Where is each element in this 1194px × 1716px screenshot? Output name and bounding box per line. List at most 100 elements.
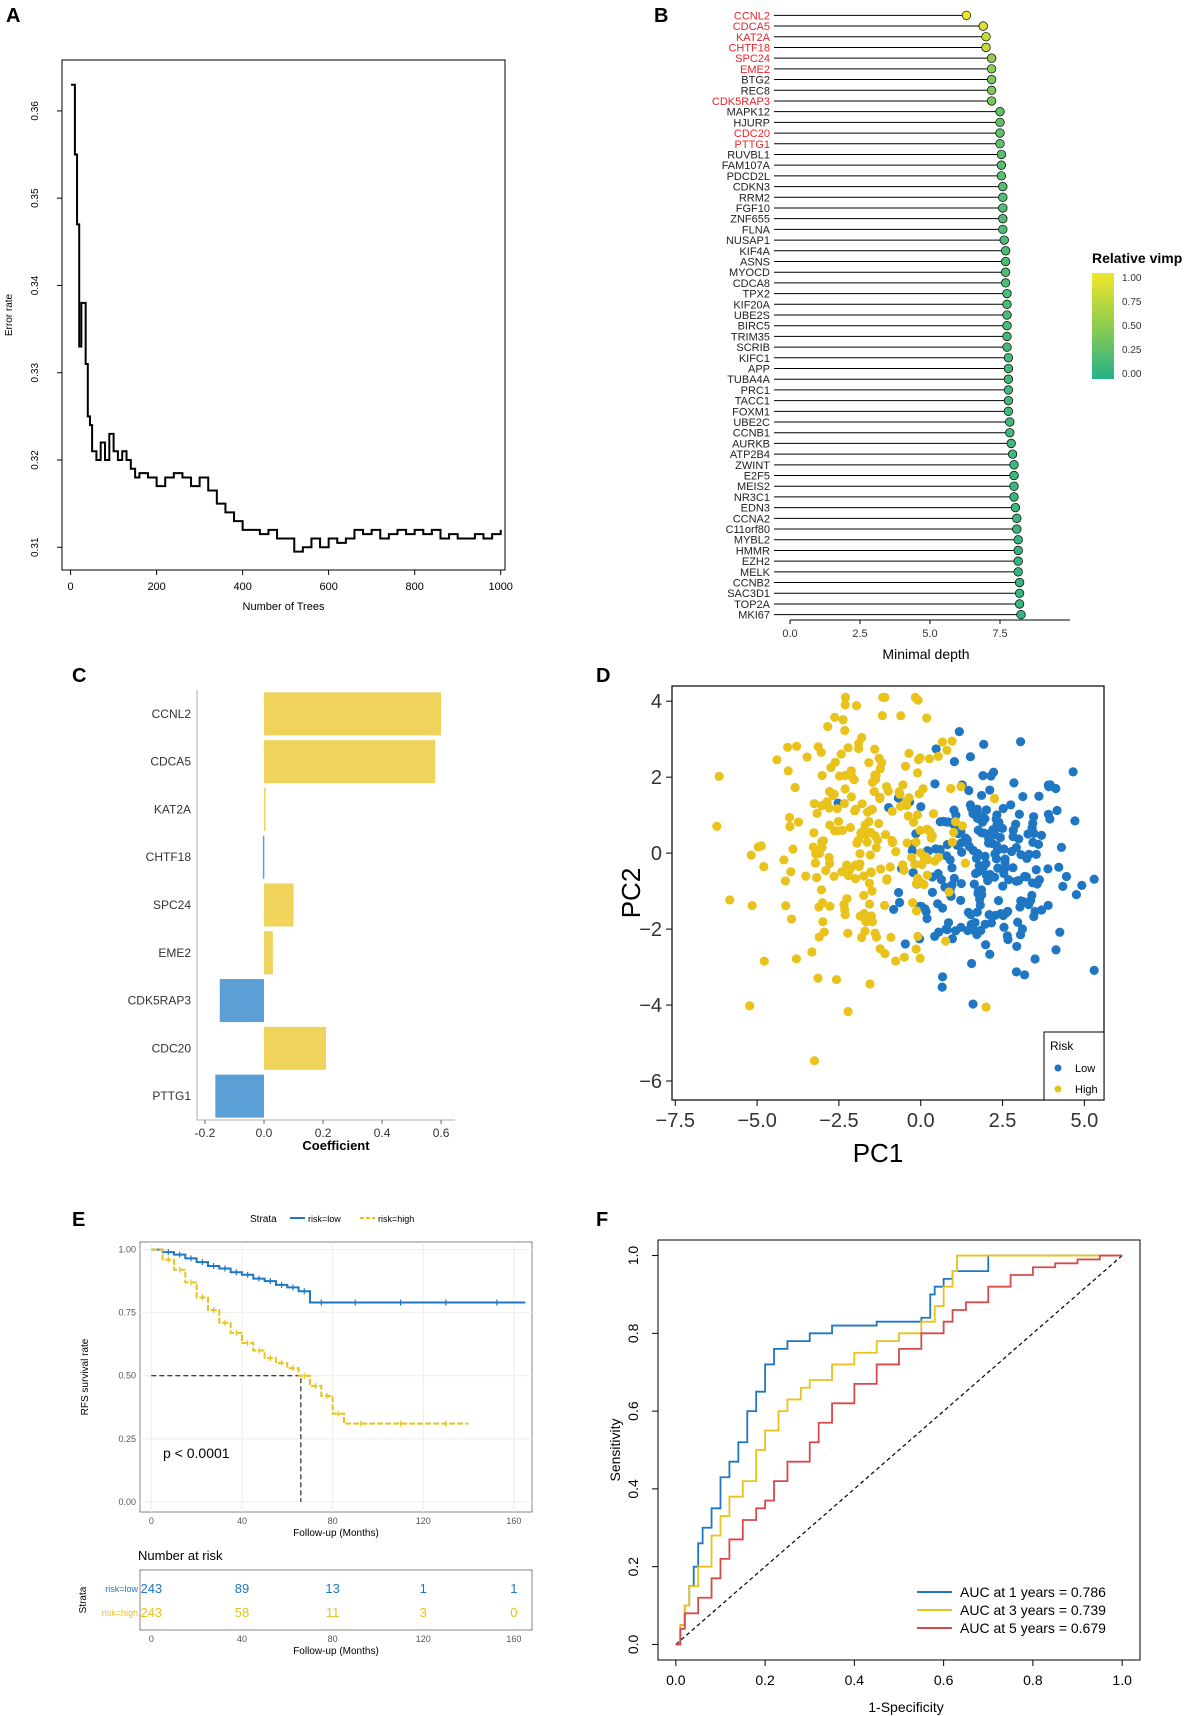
- point-low: [1058, 881, 1068, 892]
- point-high: [813, 973, 823, 983]
- gene-label: RUVBL1: [727, 149, 770, 161]
- point-high: [896, 711, 906, 721]
- panel-label-d: D: [596, 665, 610, 687]
- gene-label: CHTF18: [728, 42, 770, 54]
- risk-table-frame: [139, 1569, 533, 1631]
- x-tick-label: -0.2: [195, 1126, 216, 1140]
- point-high: [922, 713, 932, 723]
- x-tick-label: 1.0: [1112, 1672, 1132, 1688]
- point-high: [887, 806, 897, 816]
- gene-label: CCNL2: [734, 10, 770, 22]
- point-high: [712, 821, 722, 831]
- x-tick-label: 1000: [488, 581, 512, 593]
- point-low: [934, 927, 944, 937]
- point-low: [1070, 816, 1080, 826]
- point-low: [1061, 871, 1072, 882]
- point-low: [1056, 842, 1067, 852]
- x-axis-label: Follow-up (Months): [293, 1528, 379, 1539]
- point-high: [725, 895, 735, 905]
- y-tick-label: −6: [639, 1071, 662, 1093]
- gene-label: TRIM35: [731, 331, 770, 343]
- median-line: [151, 1375, 302, 1502]
- gene-label: PTTG1: [735, 139, 770, 151]
- gene-label: KIF4A: [739, 246, 770, 258]
- error-line: [71, 83, 502, 553]
- point-high: [857, 799, 867, 809]
- point-high: [907, 852, 917, 863]
- coef-bar: [264, 931, 273, 975]
- point-high: [843, 743, 853, 753]
- lollipop-dot: [978, 21, 988, 31]
- lollipop-dot: [1000, 256, 1011, 267]
- lollipop-dot: [1014, 599, 1025, 609]
- point-high: [786, 914, 797, 924]
- gene-label: HMMR: [736, 545, 770, 557]
- point-high: [941, 936, 951, 946]
- point-high: [865, 979, 875, 989]
- gene-label: PRC1: [741, 385, 770, 397]
- point-high: [914, 789, 924, 799]
- point-low: [1017, 924, 1028, 934]
- point-high: [864, 899, 875, 909]
- gene-label: NUSAP1: [726, 235, 770, 247]
- point-high: [816, 885, 827, 895]
- category-label: EME2: [158, 946, 191, 960]
- point-high: [866, 911, 876, 921]
- point-high: [830, 757, 840, 767]
- point-low: [1013, 917, 1023, 927]
- lollipop-dot: [986, 74, 997, 85]
- lollipop-dot: [1013, 535, 1023, 545]
- point-high: [947, 736, 957, 746]
- point-high: [829, 871, 839, 881]
- gene-label: APP: [748, 364, 770, 376]
- point-high: [788, 844, 798, 854]
- legend-label-high: High: [1075, 1084, 1098, 1096]
- x-tick-label: 80: [328, 1516, 338, 1526]
- lollipop-dot: [995, 139, 1005, 149]
- category-label: PTTG1: [152, 1089, 191, 1103]
- point-high: [887, 837, 898, 848]
- point-high: [847, 772, 857, 782]
- lollipop-dot: [981, 42, 991, 53]
- lollipop-dot: [1009, 460, 1019, 470]
- point-high: [956, 781, 966, 792]
- risk-row-label: risk=high: [102, 1608, 138, 1618]
- point-low: [957, 847, 967, 857]
- point-low: [951, 926, 961, 936]
- x-tick-label: −2.5: [819, 1110, 858, 1132]
- point-low: [1052, 805, 1062, 816]
- point-high: [923, 855, 933, 865]
- point-low: [936, 875, 946, 885]
- gene-label: NR3C1: [734, 492, 770, 504]
- point-low: [990, 849, 1000, 859]
- point-high: [831, 974, 842, 985]
- risk-x-tick-label: 40: [237, 1634, 247, 1644]
- lollipop-dot: [1012, 524, 1022, 534]
- point-high: [915, 953, 925, 964]
- y-tick-label: 0.25: [118, 1434, 136, 1444]
- point-high: [801, 871, 811, 881]
- point-low: [1012, 941, 1022, 952]
- y-axis-label: RFS survival rate: [80, 1338, 91, 1415]
- point-low: [970, 917, 980, 928]
- risk-count: 58: [235, 1605, 249, 1620]
- point-low: [894, 897, 905, 908]
- point-low: [942, 925, 952, 935]
- point-high: [950, 817, 961, 827]
- category-label: SPC24: [153, 898, 191, 912]
- risk-count: 243: [140, 1581, 162, 1596]
- plot-frame: [671, 685, 1105, 1101]
- point-low: [978, 771, 988, 781]
- legend-label: AUC at 3 years = 0.739: [960, 1602, 1106, 1618]
- risk-count: 243: [140, 1605, 162, 1620]
- legend-label: AUC at 5 years = 0.679: [960, 1620, 1106, 1636]
- point-high: [859, 908, 869, 919]
- gene-label: FAM107A: [722, 160, 771, 172]
- point-low: [1011, 876, 1021, 886]
- point-high: [786, 867, 796, 877]
- point-low: [943, 918, 954, 928]
- point-low: [985, 949, 995, 959]
- lollipop-dot: [1002, 342, 1012, 352]
- x-tick-label: 0: [149, 1516, 154, 1526]
- point-low: [985, 785, 995, 795]
